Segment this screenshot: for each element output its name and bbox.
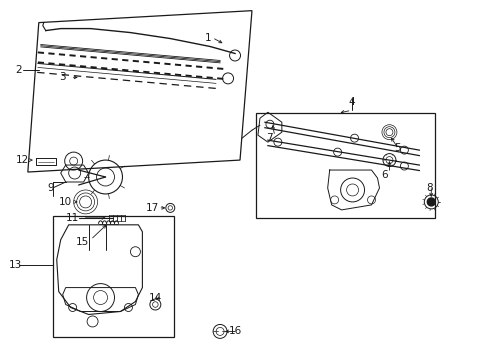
Text: 3: 3 bbox=[59, 72, 66, 82]
Text: 17: 17 bbox=[145, 203, 159, 213]
Text: 6: 6 bbox=[380, 170, 387, 180]
Bar bbox=[255, 113, 434, 218]
Text: 9: 9 bbox=[47, 183, 54, 193]
Text: 16: 16 bbox=[228, 327, 241, 336]
Text: 4: 4 bbox=[347, 97, 354, 107]
Text: 15: 15 bbox=[76, 237, 89, 247]
Text: 7: 7 bbox=[266, 133, 273, 143]
Text: 13: 13 bbox=[9, 260, 22, 270]
Text: 11: 11 bbox=[66, 213, 79, 223]
Text: 5: 5 bbox=[393, 143, 400, 153]
Text: 1: 1 bbox=[204, 32, 211, 42]
Text: 8: 8 bbox=[425, 183, 432, 193]
Text: 12: 12 bbox=[16, 155, 29, 165]
Text: 2: 2 bbox=[16, 66, 22, 76]
Bar bbox=[53, 216, 174, 337]
Text: 14: 14 bbox=[148, 293, 162, 302]
Text: 10: 10 bbox=[59, 197, 72, 207]
Circle shape bbox=[427, 198, 434, 206]
